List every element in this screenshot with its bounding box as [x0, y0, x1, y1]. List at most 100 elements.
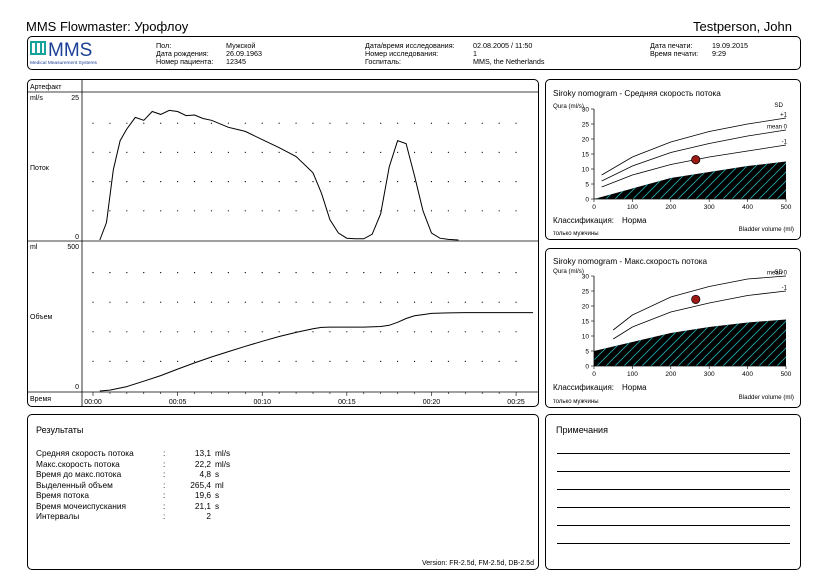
x-tick-label: 400 [742, 204, 753, 211]
grid-dot [430, 360, 433, 362]
flow-axis-name: Поток [30, 165, 50, 172]
nomogram-max-flow: Siroky nomogram - Макс.скорость потока Q… [553, 257, 794, 405]
grid-dot [210, 210, 213, 212]
x-tick-label: 200 [665, 371, 676, 378]
result-unit: ml [215, 479, 224, 490]
result-value: 22,2 [194, 458, 211, 469]
grid-dot [498, 122, 500, 124]
grid-dot [464, 181, 466, 183]
nomogram-sd-curve [601, 144, 787, 188]
grid-dot [413, 210, 416, 212]
x-tick-label: 300 [704, 371, 715, 378]
grid-dot [363, 151, 365, 153]
nomogram-max-flow-panel: Siroky nomogram - Макс.скорость потока Q… [545, 248, 801, 408]
volume-max-label: 500 [67, 244, 79, 251]
y-tick-label: 25 [582, 289, 590, 296]
grid-dot [498, 272, 500, 274]
grid-dot [346, 210, 348, 212]
grid-dot [295, 210, 297, 212]
notes-line[interactable] [557, 489, 790, 490]
grid-dot [261, 301, 263, 303]
grid-dot [413, 151, 416, 153]
grid-dot [430, 151, 433, 153]
artifact-label: Артефакт [30, 84, 62, 91]
print-time-label: Время печати: [650, 49, 699, 58]
result-label: Время до макс.потока [36, 469, 122, 479]
grid-dot [210, 272, 213, 274]
nomogram-2-classification-value: Норма [622, 383, 647, 392]
study-datetime-value: 02.08.2005 / 11:50 [473, 41, 533, 50]
grid-dot [464, 301, 466, 303]
grid-dot [413, 122, 416, 124]
grid-dot [193, 360, 196, 362]
result-unit: s [215, 490, 220, 500]
notes-line[interactable] [557, 543, 790, 544]
notes-line[interactable] [557, 471, 790, 472]
result-value: 13,1 [194, 448, 211, 458]
grid-dot [193, 181, 196, 183]
x-tick-label: 500 [781, 204, 792, 211]
grid-dot [346, 331, 348, 333]
grid-dot [143, 272, 145, 274]
y-tick-label: 5 [585, 182, 589, 189]
grid-dot [447, 151, 449, 153]
grid-dot [227, 210, 229, 212]
grid-dot [397, 360, 399, 362]
grid-dot [515, 122, 517, 124]
grid-dot [363, 360, 365, 362]
x-tick-label: 100 [627, 371, 638, 378]
time-tick-label: 00:10 [253, 399, 271, 406]
grid-dot [278, 151, 280, 153]
logo-text: MMS [48, 40, 92, 61]
grid-dot [261, 122, 263, 124]
grid-dot [261, 210, 263, 212]
dob-label: Дата рождения: [156, 49, 209, 58]
results-panel: Результаты Средняя скорость потока: 13,1 m… [27, 414, 539, 570]
grid-dot [380, 331, 382, 333]
y-tick-label: 0 [585, 364, 589, 371]
grid-dot [481, 272, 483, 274]
grid-dot [278, 360, 280, 362]
nomogram-sd-curve [612, 290, 787, 340]
notes-line[interactable] [557, 525, 790, 526]
grid-dot [126, 272, 128, 274]
grid-dot [244, 151, 246, 153]
grid-dot [515, 272, 517, 274]
notes-line[interactable] [557, 507, 790, 508]
hospital-value: MMS, the Netherlands [473, 57, 545, 66]
grid-dot [363, 301, 365, 303]
nomogram-1-classification-label: Классификация: [553, 216, 614, 225]
grid-dot [143, 331, 145, 333]
grid-dot [261, 331, 263, 333]
grid-dot [447, 122, 449, 124]
x-tick-label: 400 [742, 371, 753, 378]
flow-max-label: 25 [71, 95, 79, 102]
grid-dot [92, 331, 94, 333]
grid-dot [329, 122, 331, 124]
volume-zero-label: 0 [75, 384, 79, 391]
volume-unit-label: ml [30, 244, 38, 251]
grid-dot [430, 181, 433, 183]
notes-line[interactable] [557, 453, 790, 454]
x-tick-label: 200 [665, 204, 676, 211]
grid-dot [346, 181, 348, 183]
result-label: Средняя скорость потока [36, 448, 134, 458]
grid-dot [447, 272, 449, 274]
grid-dot [363, 210, 365, 212]
grid-dot [177, 151, 179, 153]
grid-dot [498, 301, 500, 303]
result-separator: : [163, 448, 166, 458]
sd-curve-label: +1 [780, 113, 788, 119]
grid-dot [464, 272, 466, 274]
grid-dot [397, 301, 399, 303]
grid-dot [227, 181, 229, 183]
grid-dot [413, 360, 416, 362]
graph-grid-dots [92, 122, 517, 362]
grid-dot [481, 360, 483, 362]
grid-dot [329, 210, 331, 212]
grid-dot [278, 301, 280, 303]
grid-dot [193, 331, 196, 333]
grid-dot [397, 122, 399, 124]
grid-dot [515, 210, 517, 212]
grid-dot [447, 331, 449, 333]
